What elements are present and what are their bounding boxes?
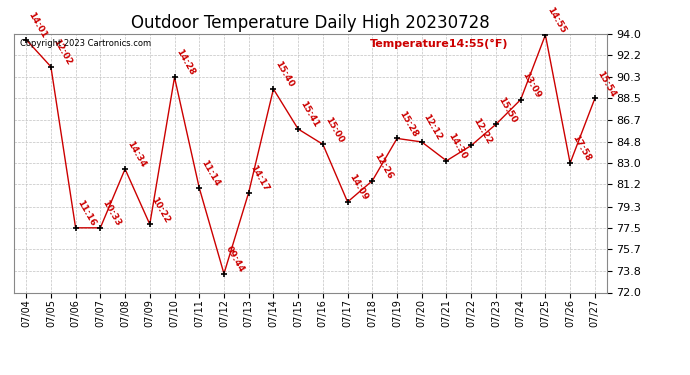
Text: 12:26: 12:26 [373, 152, 395, 181]
Text: 14:09: 14:09 [348, 172, 370, 202]
Text: 15:54: 15:54 [595, 69, 617, 99]
Text: 11:14: 11:14 [199, 158, 221, 188]
Text: 09:44: 09:44 [224, 244, 246, 274]
Text: 10:22: 10:22 [150, 195, 172, 224]
Text: 10:33: 10:33 [100, 199, 122, 228]
Text: Copyright 2023 Cartronics.com: Copyright 2023 Cartronics.com [20, 39, 151, 48]
Title: Outdoor Temperature Daily High 20230728: Outdoor Temperature Daily High 20230728 [131, 14, 490, 32]
Text: 13:09: 13:09 [521, 70, 543, 100]
Text: 14:55: 14:55 [545, 6, 568, 35]
Text: 12:22: 12:22 [471, 116, 493, 146]
Text: 15:28: 15:28 [397, 109, 419, 138]
Text: 15:50: 15:50 [496, 95, 518, 124]
Text: 17:58: 17:58 [570, 134, 592, 163]
Text: 14:17: 14:17 [248, 163, 271, 192]
Text: Temperature14:55(°F): Temperature14:55(°F) [370, 39, 509, 49]
Text: 15:40: 15:40 [273, 60, 295, 89]
Text: 12:02: 12:02 [51, 38, 73, 67]
Text: 14:30: 14:30 [446, 132, 469, 161]
Text: 11:16: 11:16 [76, 198, 98, 228]
Text: 14:01: 14:01 [26, 10, 48, 40]
Text: 15:00: 15:00 [323, 115, 345, 144]
Text: 15:41: 15:41 [298, 100, 320, 129]
Text: 14:28: 14:28 [175, 48, 197, 77]
Text: 12:12: 12:12 [422, 112, 444, 142]
Text: 14:34: 14:34 [125, 140, 147, 169]
